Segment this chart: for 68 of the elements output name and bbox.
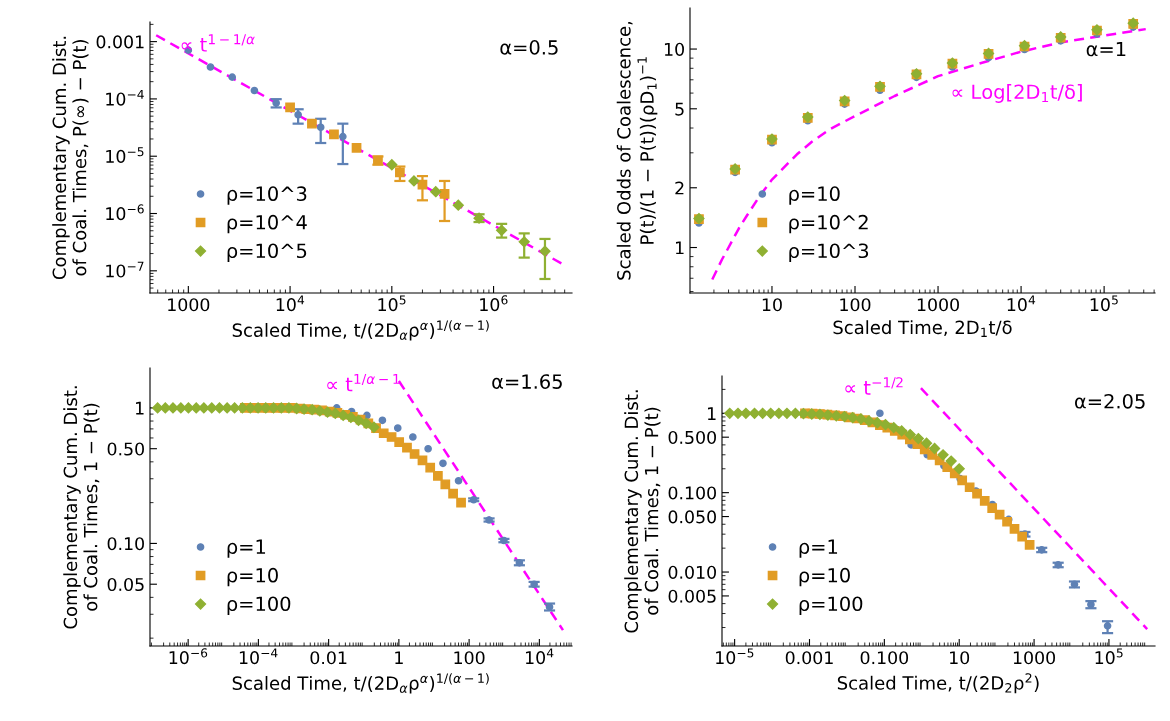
x-tick-label: 1000 <box>917 298 959 312</box>
annotation: ∝ t$^{1−1/α}$ <box>181 34 255 52</box>
y-tick-label: 5 <box>675 102 684 116</box>
y-tick-label: 0.001 <box>96 35 144 49</box>
x-tick-label: 10 <box>762 298 782 312</box>
x-tick-label: 1 <box>395 651 403 665</box>
y-axis-title: Complementary Cum. Dist. of Coal. Times, 1 − P(t) <box>63 386 100 629</box>
x-tick-label: 1000 <box>168 298 210 312</box>
x-tick-label: 0.01 <box>310 651 347 665</box>
legend-label: ρ=10 <box>799 567 850 587</box>
y-tick-label: 0.50 <box>107 442 144 456</box>
y-tick-label: 0.10 <box>107 537 144 551</box>
legend-label: ρ=10^3 <box>227 186 307 205</box>
x-tick-label: 10 <box>950 651 970 665</box>
y-tick-label: 1 <box>676 241 684 255</box>
x-tick-label: 0.001 <box>785 651 833 665</box>
x-axis-title: Scaled Time, t/(2D$_{α}$ρ$^{α}$)$^{1/(α−1)}$ <box>232 673 489 694</box>
y-axis-title: Scaled Odds of Coalescence, P(t)/(1 − P(t))(ρD$_{1}$)$^{−1}$ <box>616 21 658 280</box>
y-tick-label: 0.100 <box>668 486 716 500</box>
x-tick-label: 10$^{6}$ <box>480 295 508 312</box>
x-tick-label: 0.100 <box>860 651 909 665</box>
x-tick-label: 10$^{5}$ <box>1095 648 1123 665</box>
x-tick-label: 100 <box>454 651 485 665</box>
y-tick-label: 10$^{−5}$ <box>106 147 144 163</box>
y-tick-label: 1 <box>708 407 716 420</box>
x-axis-title: Scaled Time, t/(2D$_{α}$ρ$^{α}$)$^{1/(α−1)}$ <box>232 320 489 341</box>
x-tick-label: 10$^{−4}$ <box>239 648 278 665</box>
x-tick-label: 10$^{−5}$ <box>716 648 754 665</box>
x-tick-label: 10$^{−6}$ <box>169 648 208 665</box>
y-tick-label: 10 <box>664 42 684 56</box>
x-tick-label: 10$^{4}$ <box>525 648 554 665</box>
annotation: ∝ t$^{1/α−1}$ <box>327 373 400 392</box>
legend-label: ρ=10 <box>227 567 278 587</box>
legend-label: ρ=10^5 <box>227 243 307 262</box>
y-tick-label: 0.500 <box>668 430 716 445</box>
annotation: α=2.05 <box>1075 393 1145 409</box>
y-tick-label: 2 <box>675 181 684 195</box>
x-tick-label: 10$^{5}$ <box>378 295 406 312</box>
annotation: α=0.5 <box>500 40 558 55</box>
annotation: α=1.65 <box>492 374 562 389</box>
x-tick-label: 1000 <box>1013 651 1056 665</box>
y-tick-label: 0.050 <box>668 510 716 524</box>
y-axis-title: Complementary Cum. Dist. of Coal. Times, P(∞) − P(t) <box>52 36 89 280</box>
annotation: ∝ t$^{−1/2}$ <box>845 377 903 395</box>
x-tick-label: 10$^{4}$ <box>1007 295 1036 312</box>
y-tick-label: 10$^{−4}$ <box>106 89 144 106</box>
legend-label: ρ=10^2 <box>789 214 868 234</box>
legend-label: ρ=100 <box>799 596 863 615</box>
legend-label: ρ=1 <box>227 539 266 558</box>
y-tick-label: 10$^{−7}$ <box>106 261 144 278</box>
x-tick-label: 100 <box>840 298 871 312</box>
x-tick-label: 10$^{4}$ <box>276 295 305 312</box>
y-tick-label: 10$^{−6}$ <box>106 204 144 221</box>
legend-label: ρ=10^4 <box>227 214 307 234</box>
legend-label: ρ=10^3 <box>789 243 869 262</box>
legend-label: ρ=1 <box>799 539 838 558</box>
y-tick-label: 0.005 <box>668 589 716 603</box>
x-tick-label: 10$^{5}$ <box>1090 295 1118 312</box>
y-tick-label: 0.010 <box>668 565 716 579</box>
annotation: ∝ Log[2D$_{1}$t/δ] <box>952 84 1082 103</box>
y-tick-label: 1 <box>136 401 144 415</box>
legend-label: ρ=100 <box>227 596 291 615</box>
x-axis-title: Scaled Time, t/(2D$_{2}$ρ$^{2}$) <box>837 673 1039 694</box>
y-tick-label: 0.05 <box>107 577 144 592</box>
x-axis-title: Scaled Time, 2D$_{1}$t/δ <box>833 320 1012 337</box>
legend-label: ρ=10 <box>789 186 840 205</box>
annotation: α=1 <box>1086 41 1126 57</box>
y-axis-title: Complementary Cum. Dist. of Coal. Times, 1 − P(t) <box>624 390 661 633</box>
